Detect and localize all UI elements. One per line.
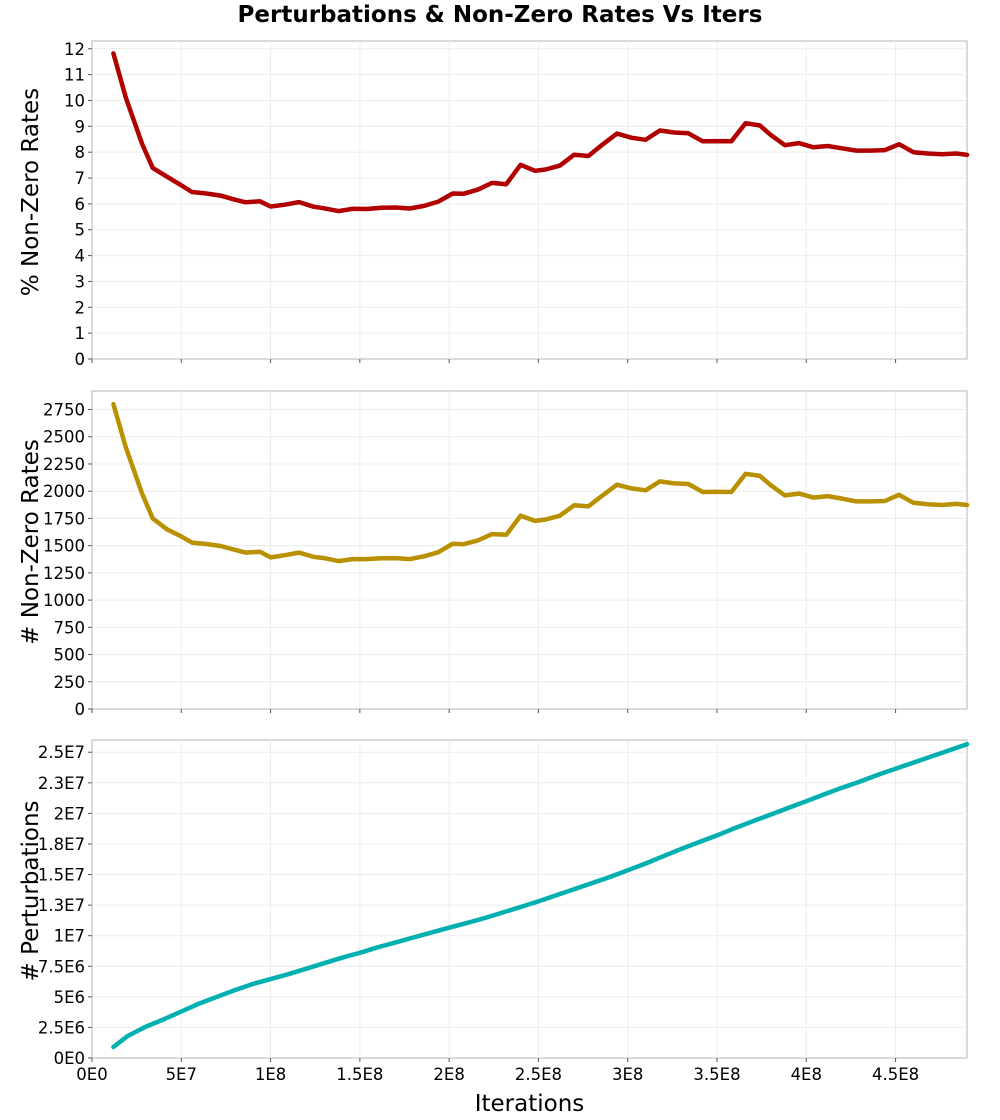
y-tick-label: 2750 (43, 401, 85, 420)
y-tick-label: 4 (75, 247, 86, 266)
y-tick-label: 1.8E7 (38, 835, 85, 854)
y-tick-label: 11 (64, 66, 85, 85)
panel-perturbations: 0E0 5E7 1E8 1.5E8 2E8 2.5E8 3E8 3.5E8 4E8 4.5E8 0E… (18, 739, 970, 1117)
y-tick-label: 2.5E7 (38, 743, 85, 762)
y-tick-label: 7.5E6 (38, 957, 85, 976)
x-tick-label: 1.5E8 (336, 1065, 383, 1084)
y-tick-label: 1500 (43, 537, 85, 556)
y-tick-label: 1750 (43, 509, 85, 528)
x-tick-label: 2.5E8 (515, 1065, 562, 1084)
y-tick-label: 7 (75, 169, 86, 188)
x-tick-label: 3.5E8 (693, 1065, 740, 1084)
x-tick-label: 0E0 (76, 1065, 107, 1084)
y-tick-label: 1000 (43, 591, 85, 610)
series-line-percent-nonzero (111, 51, 970, 214)
y-tick-label: 1 (75, 324, 86, 343)
x-tick-label: 4.5E8 (872, 1065, 919, 1084)
y-tick-label: 2500 (43, 428, 85, 447)
x-tick-label: 1E8 (255, 1065, 286, 1084)
series-line-count-nonzero (111, 401, 970, 564)
y-tick-label: 1.3E7 (38, 896, 85, 915)
plot-area-count-nonzero (91, 390, 968, 710)
y-tick-label: 12 (64, 40, 85, 59)
y-tick-label: 1E7 (54, 927, 85, 946)
y-tick-label: 2.5E6 (38, 1018, 85, 1037)
y-axis-label-perturbations: # Perturbations (18, 800, 44, 981)
y-tick-label: 500 (54, 646, 86, 665)
y-tick-label: 5E6 (54, 988, 85, 1007)
y-tick-label: 8 (75, 143, 86, 162)
y-tick-label: 0E0 (54, 1049, 85, 1068)
x-tick-label: 2E8 (433, 1065, 464, 1084)
y-axis-label-count-nonzero-rates: # Non-Zero Rates (18, 439, 44, 645)
y-tick-label: 3 (75, 272, 86, 291)
y-tick-label: 0 (75, 700, 86, 719)
y-tick-label: 750 (54, 618, 86, 637)
plot-area-perturbations (91, 739, 968, 1059)
series-line-perturbations (111, 742, 970, 1050)
y-tick-label: 1250 (43, 564, 85, 583)
x-tick-label: 4E8 (791, 1065, 822, 1084)
y-tick-label: 1.5E7 (38, 866, 85, 885)
chart-title: Perturbations & Non-Zero Rates Vs Iters (238, 2, 763, 28)
plot-area-percent-nonzero (91, 40, 968, 360)
panel-count-nonzero-rates: 0 250 500 750 1000 1250 1500 1750 2000 2250 2500 27… (18, 390, 970, 719)
x-tick-label: 5E7 (166, 1065, 197, 1084)
y-tick-label: 0 (75, 350, 86, 369)
y-tick-label: 2000 (43, 482, 85, 501)
y-tick-label: 250 (54, 673, 86, 692)
y-tick-label: 10 (64, 91, 85, 110)
y-tick-label: 6 (75, 195, 86, 214)
y-tick-label: 5 (75, 221, 86, 240)
y-tick-label: 2E7 (54, 804, 85, 823)
x-axis-label-iterations: Iterations (475, 1091, 585, 1117)
y-axis-label-percent-nonzero-rates: % Non-Zero Rates (18, 88, 44, 296)
x-tick-label: 3E8 (612, 1065, 643, 1084)
y-tick-label: 2 (75, 298, 86, 317)
y-tick-label: 2.3E7 (38, 774, 85, 793)
y-tick-label: 2250 (43, 455, 85, 474)
y-tick-label: 9 (75, 117, 86, 136)
